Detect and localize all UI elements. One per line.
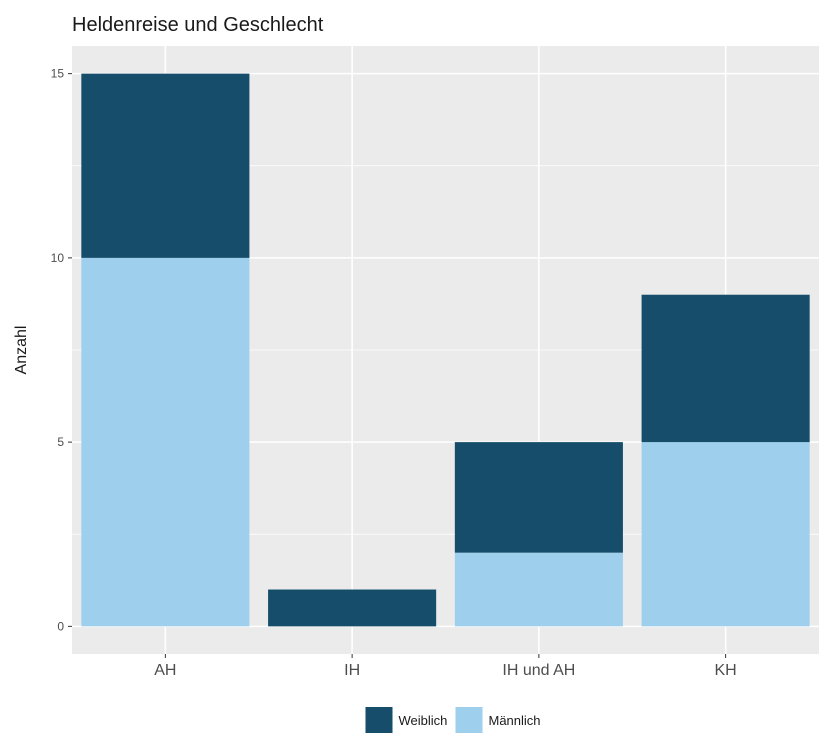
bar-ah-weiblich	[81, 73, 250, 258]
legend-key-weiblich	[365, 707, 393, 733]
y-axis-title: Anzahl	[13, 326, 30, 375]
legend-label-weiblich: Weiblich	[399, 713, 448, 728]
x-axis-ticks: AH IH IH und AH KH	[154, 654, 737, 679]
legend: Weiblich Männlich	[365, 707, 541, 733]
y-axis-ticks: 0 5 10 15	[51, 67, 72, 633]
y-tick-label: 0	[57, 619, 64, 633]
y-tick-label: 10	[51, 251, 65, 265]
y-tick-label: 15	[51, 67, 65, 81]
x-tick-label: AH	[154, 662, 176, 679]
bar-ih-weiblich	[268, 589, 437, 627]
bar-ih-und-ah-männlich	[454, 552, 623, 627]
bars	[81, 73, 810, 627]
bar-kh-männlich	[641, 442, 810, 627]
legend-label-männlich: Männlich	[489, 713, 541, 728]
x-tick-label: IH	[344, 662, 360, 679]
x-tick-label: IH und AH	[502, 662, 575, 679]
bar-ah-männlich	[81, 257, 250, 627]
legend-key-männlich	[455, 707, 483, 733]
y-tick-label: 5	[57, 435, 64, 449]
chart-title: Heldenreise und Geschlecht	[72, 14, 324, 36]
bar-kh-weiblich	[641, 294, 810, 443]
x-tick-label: KH	[715, 662, 737, 679]
bar-ih-und-ah-weiblich	[454, 442, 623, 553]
